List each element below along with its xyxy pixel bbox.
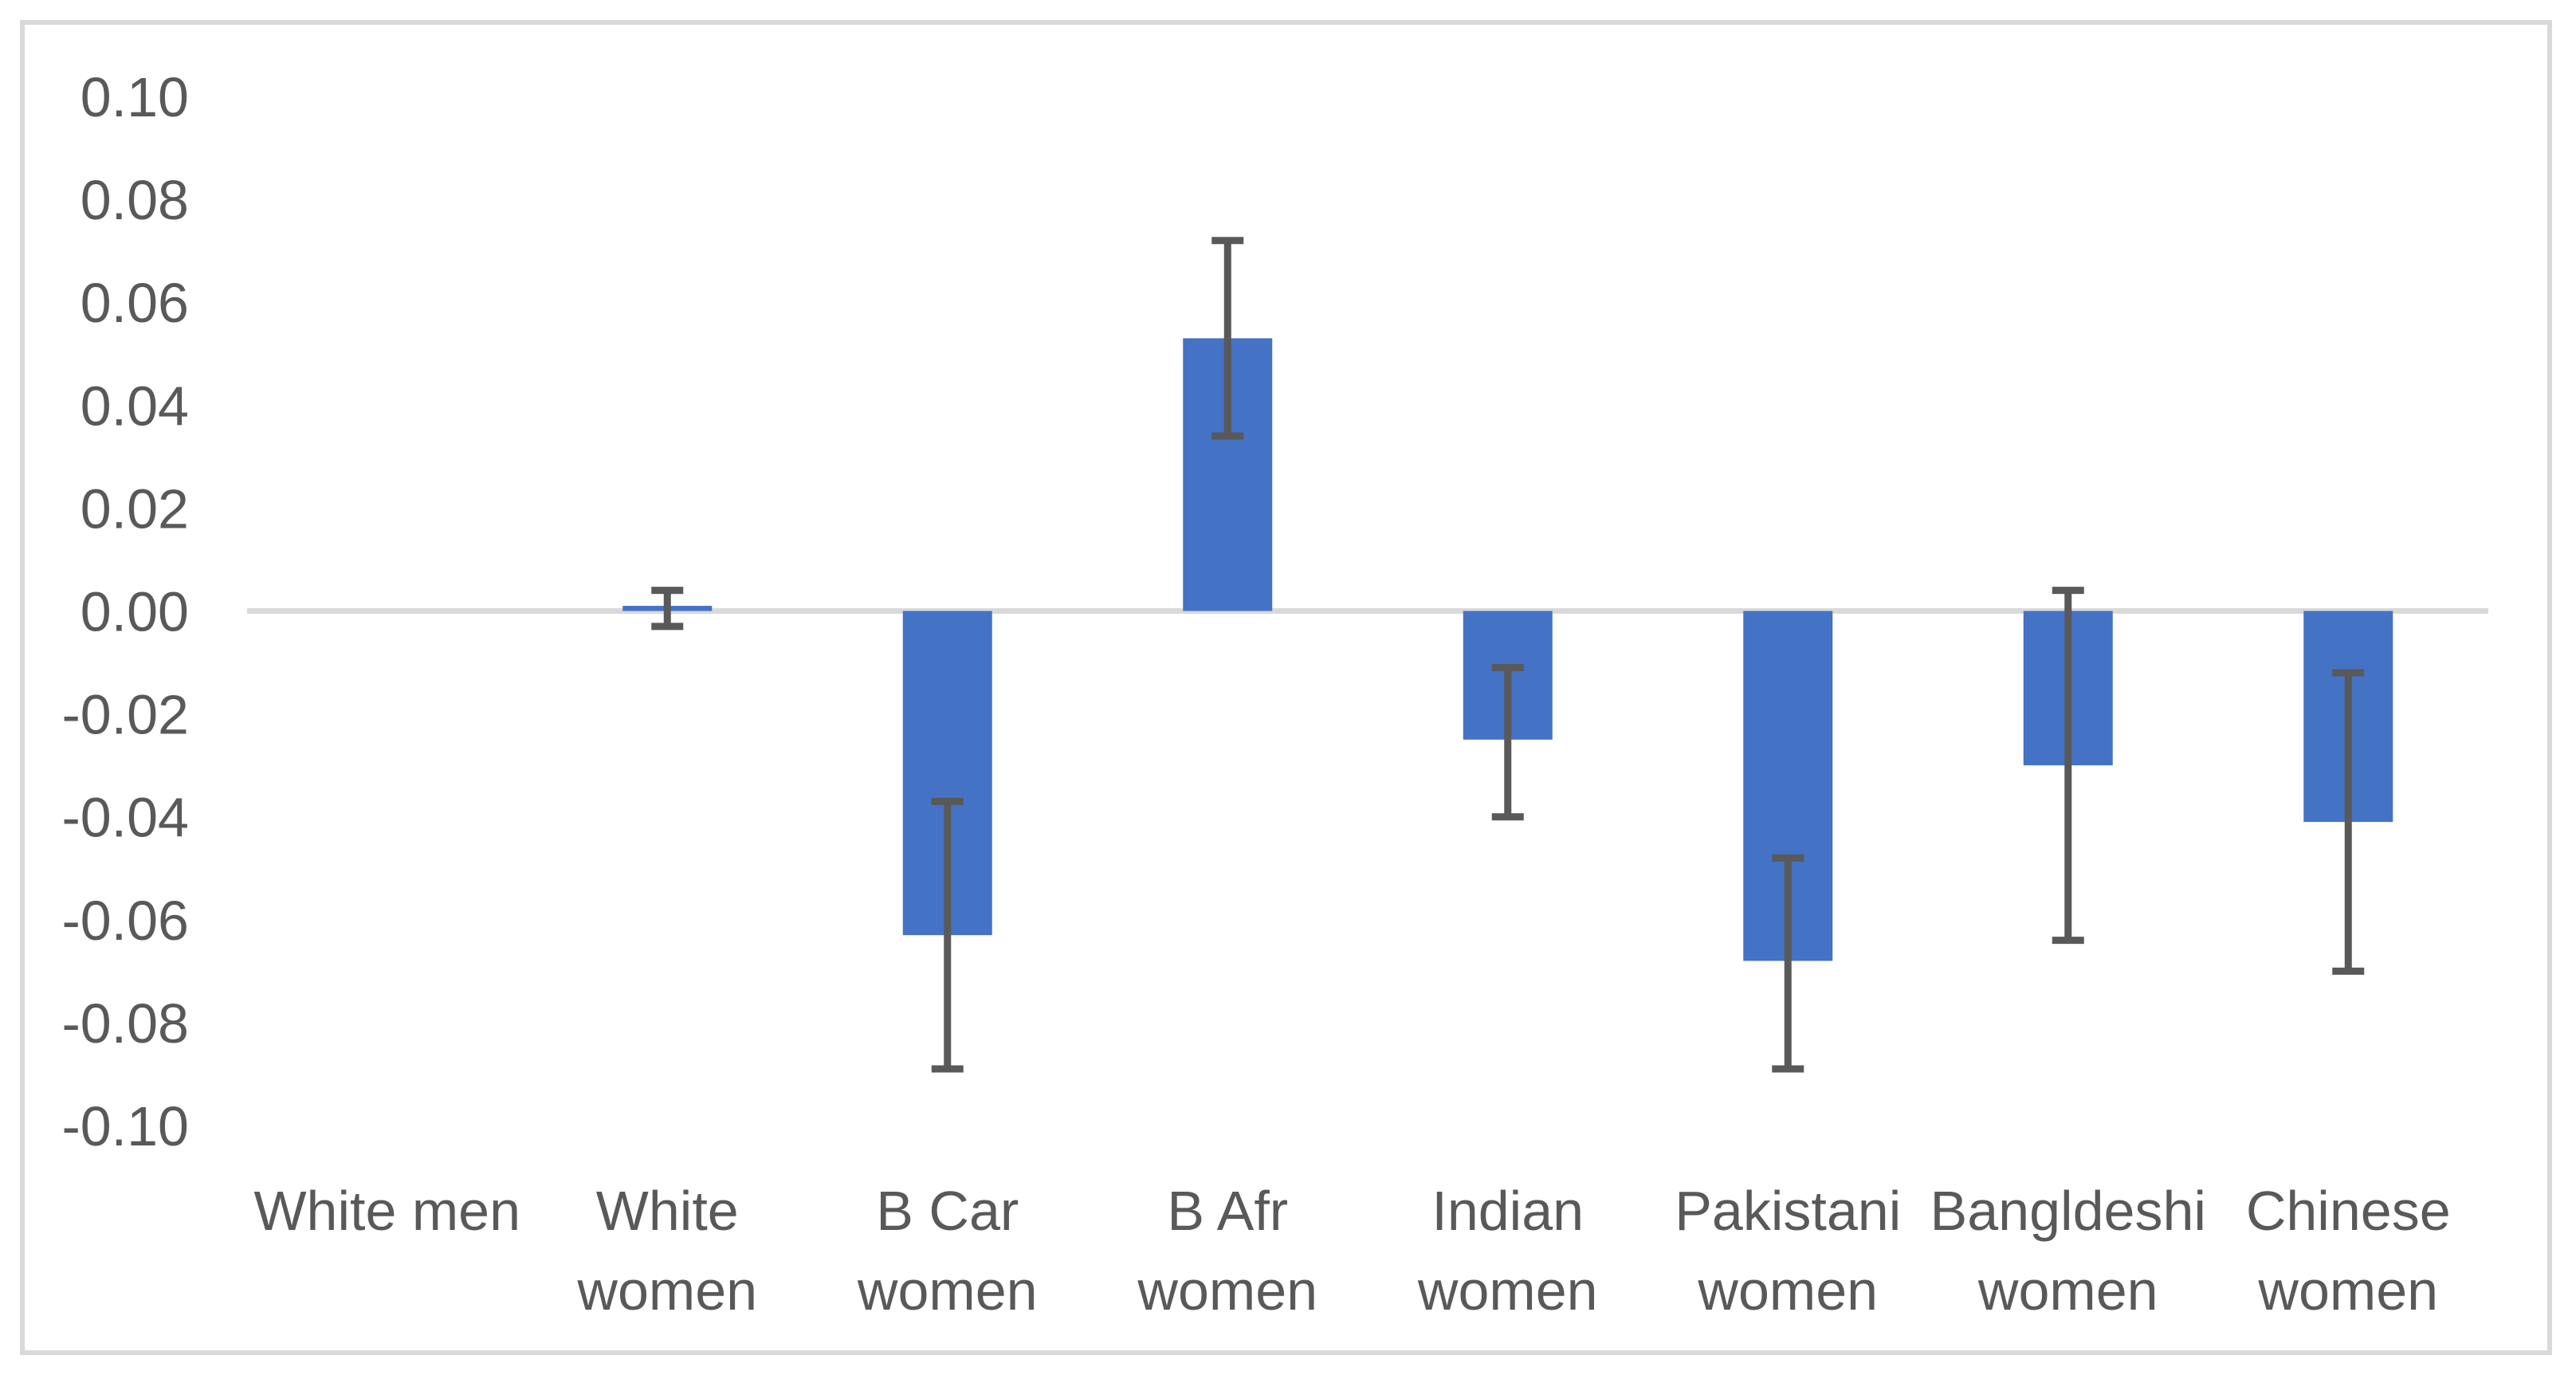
x-category-label-white-women-line1: White	[596, 1180, 739, 1242]
y-tick-label--0.04: -0.04	[61, 787, 189, 849]
y-tick-label--0.06: -0.06	[61, 890, 189, 952]
x-category-label-white-men-line1: White men	[253, 1180, 520, 1242]
y-tick-label--0.02: -0.02	[61, 684, 189, 746]
x-category-label-b-car-women-line2: women	[857, 1259, 1038, 1322]
x-category-label-bangldeshi-women-line1: Bangldeshi	[1930, 1180, 2206, 1242]
y-tick-label--0.10: -0.10	[61, 1095, 189, 1157]
x-category-label-indian-women-line1: Indian	[1431, 1180, 1584, 1242]
chart-frame	[20, 20, 2552, 1355]
x-category-label-indian-women-line2: women	[1417, 1259, 1598, 1322]
x-category-label-white-women-line2: women	[576, 1259, 757, 1322]
y-tick-label-0.04: 0.04	[80, 375, 189, 437]
x-category-label-chinese-women-line2: women	[2257, 1259, 2438, 1322]
y-tick-label-0.08: 0.08	[80, 169, 189, 231]
x-category-label-pakistani-women-line1: Pakistani	[1675, 1180, 1901, 1242]
x-category-label-pakistani-women-line2: women	[1697, 1259, 1878, 1322]
y-tick-label--0.08: -0.08	[61, 992, 189, 1055]
y-tick-label-0.06: 0.06	[80, 272, 189, 334]
y-tick-label-0.02: 0.02	[80, 477, 189, 540]
x-category-label-chinese-women-line1: Chinese	[2246, 1180, 2451, 1242]
y-tick-label-0.10: 0.10	[80, 66, 189, 128]
x-category-label-b-car-women-line1: B Car	[876, 1180, 1019, 1242]
x-category-label-b-afr-women-line1: B Afr	[1167, 1180, 1288, 1242]
y-tick-label-0.00: 0.00	[80, 581, 189, 643]
x-category-label-bangldeshi-women-line2: women	[1977, 1259, 2158, 1322]
x-category-label-b-afr-women-line2: women	[1137, 1259, 1317, 1322]
